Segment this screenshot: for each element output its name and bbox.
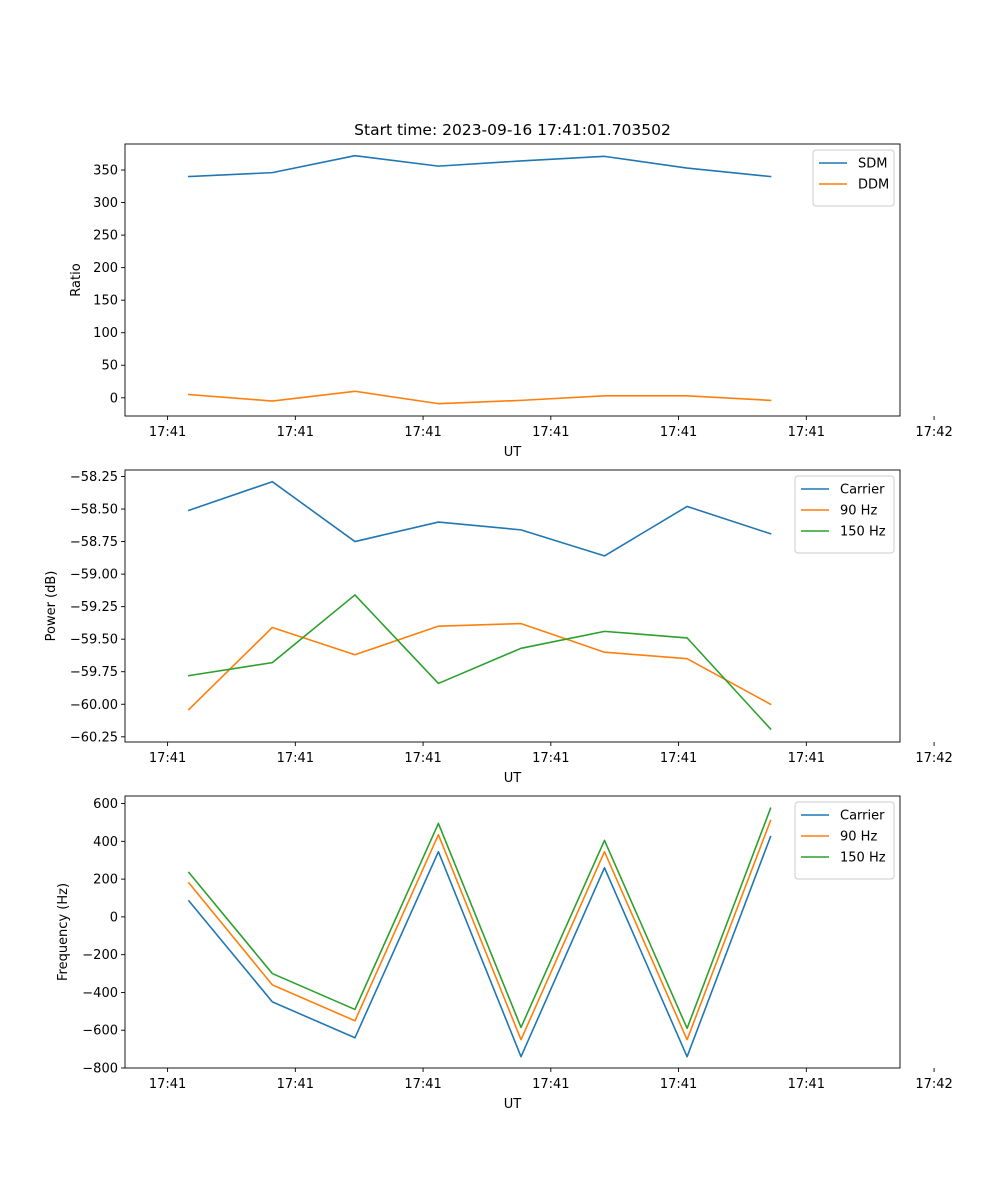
x-tick-label: 17:41 xyxy=(660,751,697,766)
y-tick-label: −58.50 xyxy=(70,503,118,518)
plot-area xyxy=(187,480,772,731)
x-axis-label: UT xyxy=(504,1097,522,1112)
y-axis-label: Frequency (Hz) xyxy=(56,883,71,981)
series-line-sdm xyxy=(188,154,772,178)
subplot-power: UT Power (dB) 17:41 17:41 17:41 17:41 17:41 1… xyxy=(44,469,953,786)
legend-label-carrier: Carrier xyxy=(840,483,885,498)
y-tick-label: 150 xyxy=(93,294,118,309)
y-tick-label: −200 xyxy=(82,948,118,963)
series-line-carrier xyxy=(187,835,772,1058)
x-tick-label: 17:42 xyxy=(915,1077,952,1092)
x-tick-label: 17:41 xyxy=(660,425,697,440)
legend: SDM DDM xyxy=(812,149,895,207)
legend-box xyxy=(812,149,895,207)
y-axis-label: Power (dB) xyxy=(44,571,59,642)
legend-label-ddm: DDM xyxy=(858,178,889,193)
chart-title: Start time: 2023-09-16 17:41:01.703502 xyxy=(354,121,671,139)
x-tick-label: 17:41 xyxy=(532,425,569,440)
x-tick-label: 17:41 xyxy=(149,425,186,440)
y-tick-label: 350 xyxy=(93,164,118,179)
y-tick-label: 50 xyxy=(101,359,118,374)
y-tick-label: 600 xyxy=(93,797,118,812)
y-tick-label: 0 xyxy=(110,910,118,925)
axes-frame xyxy=(124,795,901,1069)
y-tick-label: −600 xyxy=(82,1024,118,1039)
x-axis-label: UT xyxy=(504,445,522,460)
legend: Carrier 90 Hz 150 Hz xyxy=(794,475,895,554)
x-tick-label: 17:42 xyxy=(915,751,952,766)
legend: Carrier 90 Hz 150 Hz xyxy=(794,801,895,880)
legend-label-150-hz: 150 Hz xyxy=(840,525,886,540)
series-line-150-hz xyxy=(187,594,772,731)
series-line-90-hz xyxy=(187,622,772,711)
plot-area xyxy=(188,154,772,405)
y-tick-label: 200 xyxy=(93,261,118,276)
x-tick-label: 17:41 xyxy=(277,425,314,440)
y-tick-label: −58.25 xyxy=(70,470,118,485)
legend-box xyxy=(794,475,895,554)
x-tick-label: 17:41 xyxy=(149,1077,186,1092)
x-tick-label: 17:41 xyxy=(149,751,186,766)
series-line-carrier xyxy=(187,480,772,557)
axes-frame xyxy=(124,469,901,743)
x-tick-label: 17:41 xyxy=(532,751,569,766)
legend-label-150-hz: 150 Hz xyxy=(840,851,886,866)
legend-box xyxy=(794,801,895,880)
y-tick-label: −59.75 xyxy=(70,665,118,680)
y-tick-label: −58.75 xyxy=(70,535,118,550)
y-tick-label: 250 xyxy=(93,229,118,244)
y-tick-label: −400 xyxy=(82,986,118,1001)
y-tick-label: −59.00 xyxy=(70,568,118,583)
x-tick-label: 17:41 xyxy=(788,425,825,440)
legend-label-90-hz: 90 Hz xyxy=(840,504,877,519)
y-tick-label: 200 xyxy=(93,873,118,888)
x-tick-label: 17:41 xyxy=(404,425,441,440)
legend-label-sdm: SDM xyxy=(858,157,887,172)
x-tick-label: 17:41 xyxy=(788,751,825,766)
legend-label-90-hz: 90 Hz xyxy=(840,830,877,845)
y-axis-label: Ratio xyxy=(69,263,84,296)
series-line-ddm xyxy=(188,390,772,405)
x-tick-label: 17:41 xyxy=(532,1077,569,1092)
y-tick-label: −60.25 xyxy=(70,730,118,745)
x-tick-label: 17:41 xyxy=(404,1077,441,1092)
x-tick-label: 17:41 xyxy=(277,751,314,766)
y-tick-label: −59.50 xyxy=(70,633,118,648)
y-tick-label: 100 xyxy=(93,326,118,341)
y-tick-label: −59.25 xyxy=(70,600,118,615)
x-tick-label: 17:41 xyxy=(660,1077,697,1092)
subplot-frequency: UT Frequency (Hz) 17:41 17:41 17:41 17:41 17… xyxy=(56,795,953,1112)
subplot-ratio: Start time: 2023-09-16 17:41:01.703502 U… xyxy=(69,121,953,460)
series-line-90-hz xyxy=(187,819,772,1041)
x-tick-label: 17:42 xyxy=(915,425,952,440)
y-tick-label: 300 xyxy=(93,196,118,211)
x-tick-label: 17:41 xyxy=(788,1077,825,1092)
axes-frame xyxy=(124,143,901,417)
y-tick-label: −800 xyxy=(82,1062,118,1077)
y-tick-label: −60.00 xyxy=(70,698,118,713)
x-axis-label: UT xyxy=(504,771,522,786)
legend-label-carrier: Carrier xyxy=(840,809,885,824)
x-tick-label: 17:41 xyxy=(404,751,441,766)
x-tick-label: 17:41 xyxy=(277,1077,314,1092)
plot-area xyxy=(187,807,772,1058)
y-tick-label: 400 xyxy=(93,835,118,850)
y-tick-label: 0 xyxy=(110,391,118,406)
series-line-150-hz xyxy=(187,807,772,1030)
